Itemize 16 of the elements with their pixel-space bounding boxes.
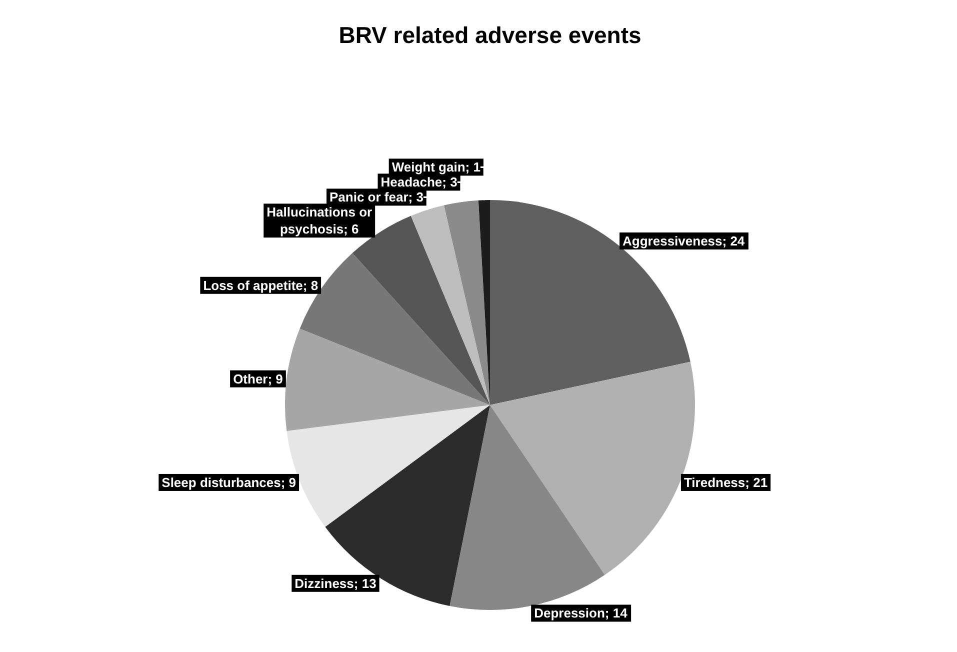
pie-slice — [286, 405, 490, 527]
slice-label: Weight gain; 1 — [392, 160, 480, 175]
slice-label: Aggressiveness; 24 — [622, 233, 746, 248]
pie-slice — [450, 405, 605, 610]
slice-label: Panic or fear; 3 — [330, 190, 424, 205]
slice-label: Dizziness; 13 — [294, 576, 376, 591]
slice-label: Other; 9 — [233, 371, 283, 386]
slice-label: Headache; 3 — [380, 174, 458, 190]
pie-slice — [444, 200, 490, 405]
slice-label: Loss of appetite; 8 — [203, 278, 318, 293]
slice-label: Hallucinations or psychosis; 6 — [266, 204, 372, 237]
slice-label: Depression; 14 — [534, 606, 628, 621]
pie-slice — [410, 205, 490, 405]
chart-title: BRV related adverse events — [338, 22, 642, 48]
slice-label: Tiredness; 21 — [684, 474, 768, 490]
slice-label: Sleep disturbances; 9 — [162, 474, 296, 490]
